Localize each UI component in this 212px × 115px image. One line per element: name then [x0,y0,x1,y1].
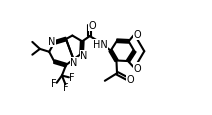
Text: N: N [70,58,78,68]
Text: O: O [134,30,141,40]
Text: F: F [63,82,68,92]
Text: F: F [51,78,57,88]
Text: O: O [89,21,96,31]
Text: N: N [80,51,88,61]
Text: N: N [48,37,55,47]
Text: O: O [134,63,141,73]
Text: O: O [127,74,134,84]
Text: F: F [69,73,75,83]
Text: HN: HN [93,40,107,50]
